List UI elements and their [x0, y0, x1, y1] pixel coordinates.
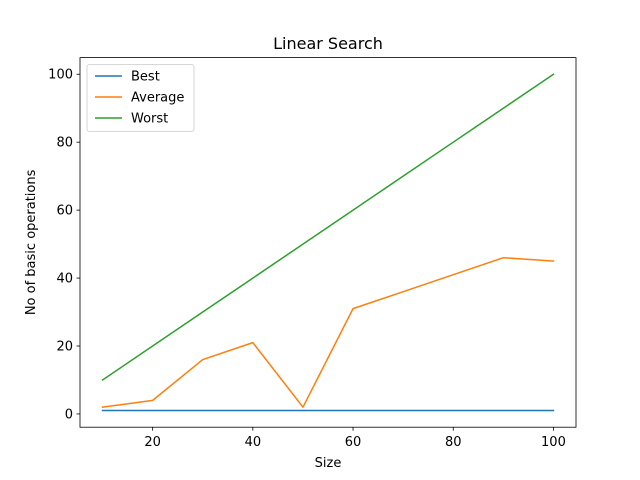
- y-tick-label: 60: [56, 204, 73, 219]
- y-tick-label: 20: [56, 340, 73, 355]
- axis-ticks: 20 40 60 80 100 0 20 40 60 80 100: [48, 68, 566, 450]
- y-tick-label: 80: [56, 136, 73, 151]
- legend-label-worst: Worst: [131, 112, 168, 127]
- x-axis-label: Size: [315, 456, 342, 471]
- legend-label-best: Best: [131, 70, 160, 85]
- x-tick-label: 100: [541, 435, 566, 450]
- y-tick-label: 40: [56, 272, 73, 287]
- legend: Best Average Worst: [86, 64, 195, 132]
- y-tick-label: 100: [48, 68, 73, 83]
- plot-area: [101, 73, 555, 412]
- chart-title: Linear Search: [273, 34, 383, 53]
- legend-label-average: Average: [131, 91, 184, 106]
- legend-box: [86, 64, 195, 132]
- series-line-worst: [101, 73, 555, 382]
- x-tick-label: 60: [345, 435, 362, 450]
- x-tick-label: 20: [144, 435, 161, 450]
- series-line-average: [101, 256, 555, 409]
- y-axis-label: No of basic operations: [24, 169, 39, 315]
- y-tick-label: 0: [65, 407, 73, 422]
- x-tick-label: 40: [245, 435, 262, 450]
- axes-frame: [79, 57, 577, 428]
- x-tick-label: 80: [445, 435, 462, 450]
